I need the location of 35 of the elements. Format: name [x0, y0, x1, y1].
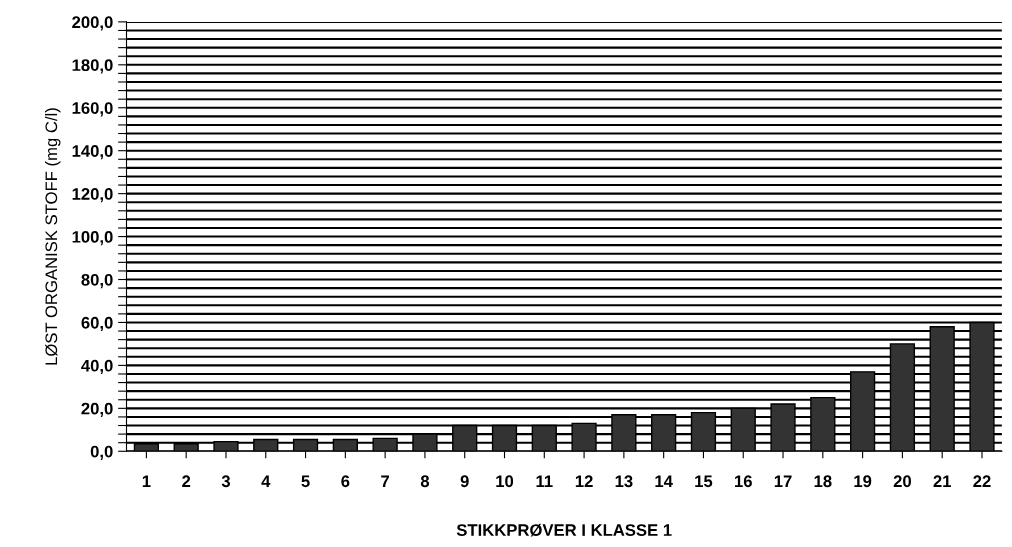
- x-tick-label: 9: [460, 475, 469, 488]
- y-tick-label: 80,0: [81, 273, 113, 289]
- y-tick-label: 60,0: [81, 316, 113, 332]
- x-tick-label: 8: [420, 475, 430, 488]
- y-tick-label: 120,0: [72, 188, 113, 203]
- y-axis-title: LØST ORGANISK STOFF (mg C/l): [44, 108, 61, 365]
- x-tick-label: 7: [381, 475, 390, 487]
- x-tick-label: 20: [893, 475, 911, 488]
- x-tick-label: 12: [575, 475, 593, 487]
- x-tick-label: 22: [973, 475, 991, 487]
- x-tick-label: 19: [854, 475, 872, 488]
- x-tick-label: 15: [695, 475, 713, 488]
- x-tick-label: 18: [814, 475, 832, 488]
- x-tick-label: 21: [933, 475, 951, 487]
- x-tick-label: 10: [496, 475, 514, 488]
- y-tick-label: 40,0: [81, 359, 113, 375]
- y-tick-label: 0,0: [90, 445, 113, 460]
- y-tick-label: 140,0: [72, 145, 113, 160]
- y-tick-label: 100,0: [72, 230, 113, 246]
- x-tick-label: 11: [536, 475, 553, 487]
- x-tick-label: 3: [221, 475, 231, 488]
- y-tick-label: 160,0: [72, 102, 113, 117]
- x-tick-label: 1: [142, 475, 151, 487]
- y-tick-label: 200,0: [72, 16, 113, 31]
- x-tick-label: 17: [774, 475, 792, 487]
- x-tick-label: 4: [261, 475, 271, 487]
- y-tick-label: 20,0: [81, 402, 113, 417]
- x-tick-label: 13: [615, 475, 633, 488]
- x-tick-label: 5: [301, 475, 310, 488]
- x-axis-title: STIKKPRØVER I KLASSE 1: [456, 523, 672, 537]
- x-tick-label: 14: [655, 475, 673, 487]
- x-tick-label: 6: [341, 475, 350, 488]
- x-tick-label: 16: [735, 475, 752, 488]
- y-tick-label: 180,0: [72, 59, 113, 74]
- x-tick-label: 2: [182, 475, 191, 487]
